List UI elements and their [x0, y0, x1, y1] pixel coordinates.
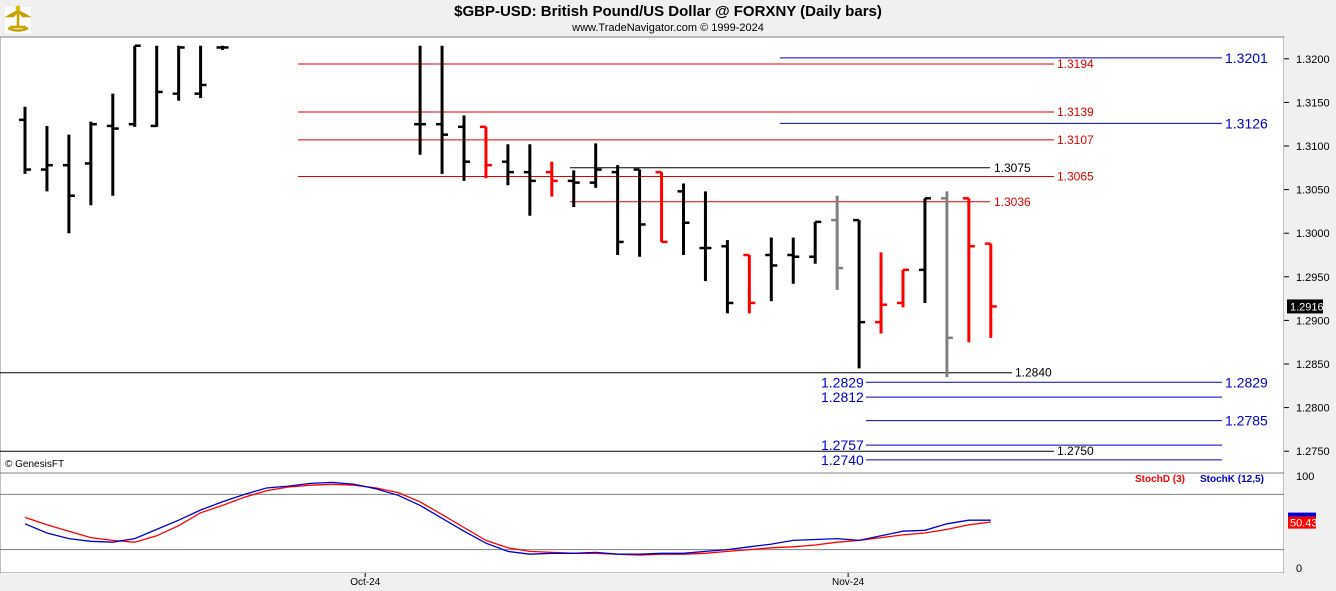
- level-label-right-1.3126: 1.3126: [1225, 115, 1268, 131]
- level-label-1.3107: 1.3107: [1057, 133, 1094, 147]
- ohlc-bar: [787, 237, 800, 284]
- ohlc-bar: [655, 170, 668, 244]
- stoch-series-line: [24, 483, 991, 556]
- chart-header: $GBP-USD: British Pound/US Dollar @ FORX…: [0, 0, 1336, 37]
- level-label-left-1.2740: 1.2740: [821, 452, 864, 468]
- stoch-last-box: [1288, 516, 1316, 529]
- ohlc-bar: [436, 45, 449, 174]
- level-label-left-1.2829: 1.2829: [821, 374, 864, 390]
- price-tick-label: 1.2950: [1296, 272, 1330, 284]
- stoch-k-marker: [1288, 512, 1316, 517]
- trade-navigator-logo-icon: [4, 5, 32, 33]
- level-label-1.3075: 1.3075: [994, 161, 1031, 175]
- stoch-tick-label: 100: [1296, 471, 1314, 483]
- stochastic-panel: 100 0 StochD (3) StochK (12,5) 50.43: [0, 471, 1318, 575]
- chart-frame: [0, 36, 1336, 591]
- stoch-last-label: 50.43: [1290, 518, 1318, 530]
- ohlc-bar: [940, 191, 953, 378]
- ohlc-bar: [853, 218, 866, 369]
- chart-title: $GBP-USD: British Pound/US Dollar @ FORX…: [454, 3, 882, 20]
- price-tick-label: 1.3100: [1296, 141, 1330, 153]
- level-label-1.2750: 1.2750: [1057, 444, 1094, 458]
- ohlc-bar: [106, 93, 119, 196]
- time-axis-background: [0, 573, 1336, 591]
- level-label-1.3194: 1.3194: [1057, 57, 1094, 71]
- level-label-left-1.2757: 1.2757: [821, 437, 864, 453]
- ohlc-bar: [918, 197, 931, 303]
- level-label-right-1.2785: 1.2785: [1225, 413, 1268, 429]
- level-label-1.3036: 1.3036: [994, 195, 1031, 209]
- ohlc-bar: [831, 195, 844, 290]
- price-tick-label: 1.2750: [1296, 446, 1330, 458]
- time-axis-label: Nov-24: [832, 577, 865, 588]
- stoch-tick-label: 0: [1296, 563, 1302, 575]
- price-plot-area: [0, 36, 1285, 474]
- ohlc-bars[interactable]: [19, 44, 997, 378]
- ohlc-bar: [172, 45, 185, 101]
- price-tick-label: 1.3000: [1296, 228, 1330, 240]
- ohlc-bar: [414, 45, 427, 155]
- ohlc-bar: [633, 168, 646, 257]
- credit-label: © GenesisFT: [5, 459, 64, 470]
- ohlc-bar: [567, 170, 580, 208]
- ohlc-bar: [984, 242, 997, 338]
- price-tick-label: 1.3150: [1296, 97, 1330, 109]
- price-tick-label: 1.2800: [1296, 403, 1330, 415]
- ohlc-bar: [150, 45, 163, 128]
- price-tick-label: 1.2850: [1296, 359, 1330, 371]
- ohlc-bar: [611, 165, 624, 255]
- level-label-right-1.2829: 1.2829: [1225, 374, 1268, 390]
- ohlc-bar: [84, 121, 97, 206]
- ohlc-bar: [545, 161, 558, 197]
- price-tick-label: 1.3050: [1296, 185, 1330, 197]
- ohlc-bar: [523, 144, 536, 216]
- ohlc-bar: [458, 115, 470, 181]
- ohlc-bar: [589, 143, 602, 188]
- ohlc-bar: [721, 240, 734, 314]
- level-label-right-1.3201: 1.3201: [1225, 50, 1268, 66]
- last-price-box: [1287, 299, 1323, 314]
- price-tick-label: 1.2900: [1296, 315, 1330, 327]
- ohlc-bar: [699, 191, 712, 282]
- ohlc-bar: [194, 45, 207, 99]
- ohlc-bar: [677, 183, 690, 255]
- price-axis: 1.3200 1.3150 1.3100 1.3050 1.3000 1.2950 1.29…: [350, 54, 1329, 588]
- level-label-1.2840: 1.2840: [1015, 366, 1052, 380]
- ohlc-bar: [479, 125, 492, 179]
- ohlc-bar: [19, 106, 31, 174]
- ohlc-bar: [809, 220, 822, 264]
- ohlc-bar: [897, 268, 909, 308]
- ohlc-bar: [128, 44, 141, 127]
- level-label-left-1.2812: 1.2812: [821, 389, 864, 405]
- price-tick-label: 1.3200: [1296, 54, 1330, 66]
- ohlc-bar: [875, 252, 888, 334]
- time-axis-label: Oct-24: [350, 577, 380, 588]
- ohlc-bar: [962, 197, 975, 343]
- ohlc-bar: [501, 144, 514, 186]
- last-price-label: 1.2916: [1290, 301, 1324, 313]
- legend-stochk: StochK (12,5): [1200, 474, 1264, 485]
- ohlc-bar: [62, 134, 75, 234]
- ohlc-bar: [765, 237, 778, 302]
- ohlc-bar: [743, 253, 756, 314]
- ohlc-bar: [40, 125, 53, 192]
- ohlc-bar: [216, 45, 229, 51]
- stoch-series-line: [24, 481, 991, 555]
- level-label-1.3139: 1.3139: [1057, 105, 1094, 119]
- legend-stochd: StochD (3): [1135, 474, 1185, 485]
- chart-subtitle: www.TradeNavigator.com © 1999-2024: [572, 22, 764, 34]
- stochastic-plot-area: [0, 472, 1285, 574]
- level-label-1.3065: 1.3065: [1057, 170, 1094, 184]
- fib-levels: 1.3201 1.3194 1.3139 1.3126 1.3107 1.3075 1.30…: [0, 50, 1268, 468]
